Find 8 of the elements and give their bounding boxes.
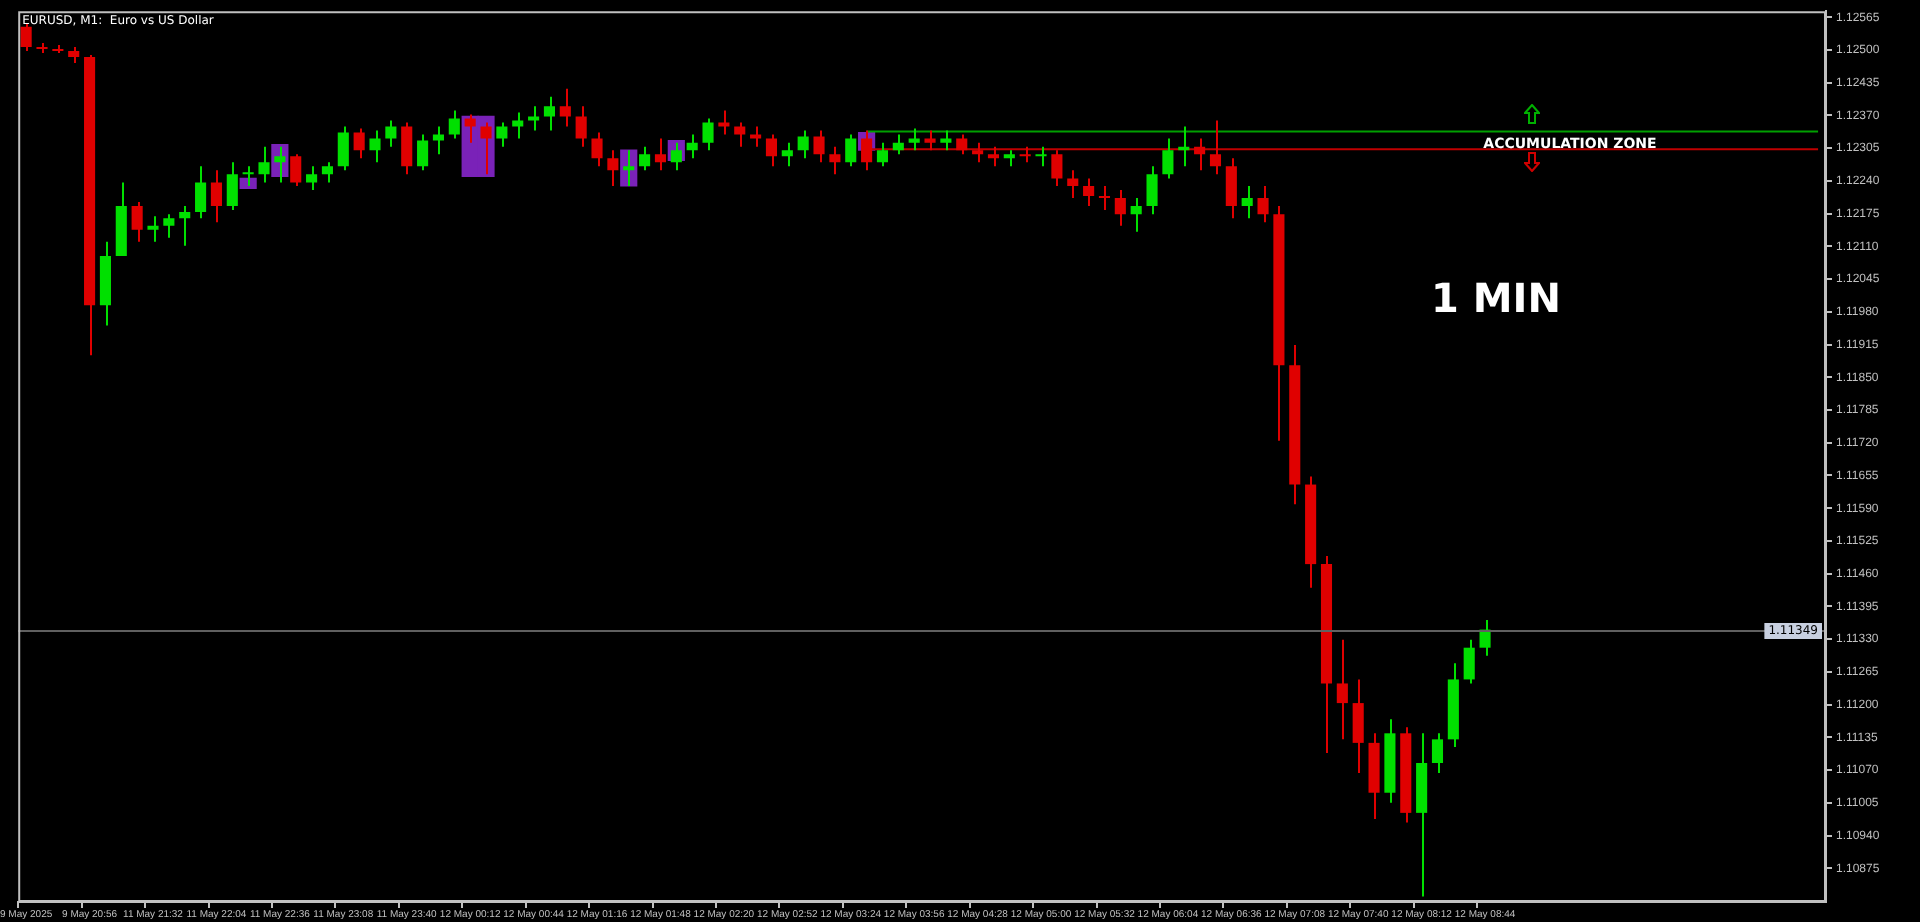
candlestick — [512, 111, 524, 140]
candlestick — [718, 109, 730, 136]
annotation: 1 MIN — [1431, 274, 1561, 323]
candlestick — [1146, 165, 1158, 216]
candlestick — [702, 117, 714, 152]
candlestick — [1035, 145, 1047, 168]
candlestick — [258, 145, 270, 184]
candlestick — [36, 41, 48, 54]
